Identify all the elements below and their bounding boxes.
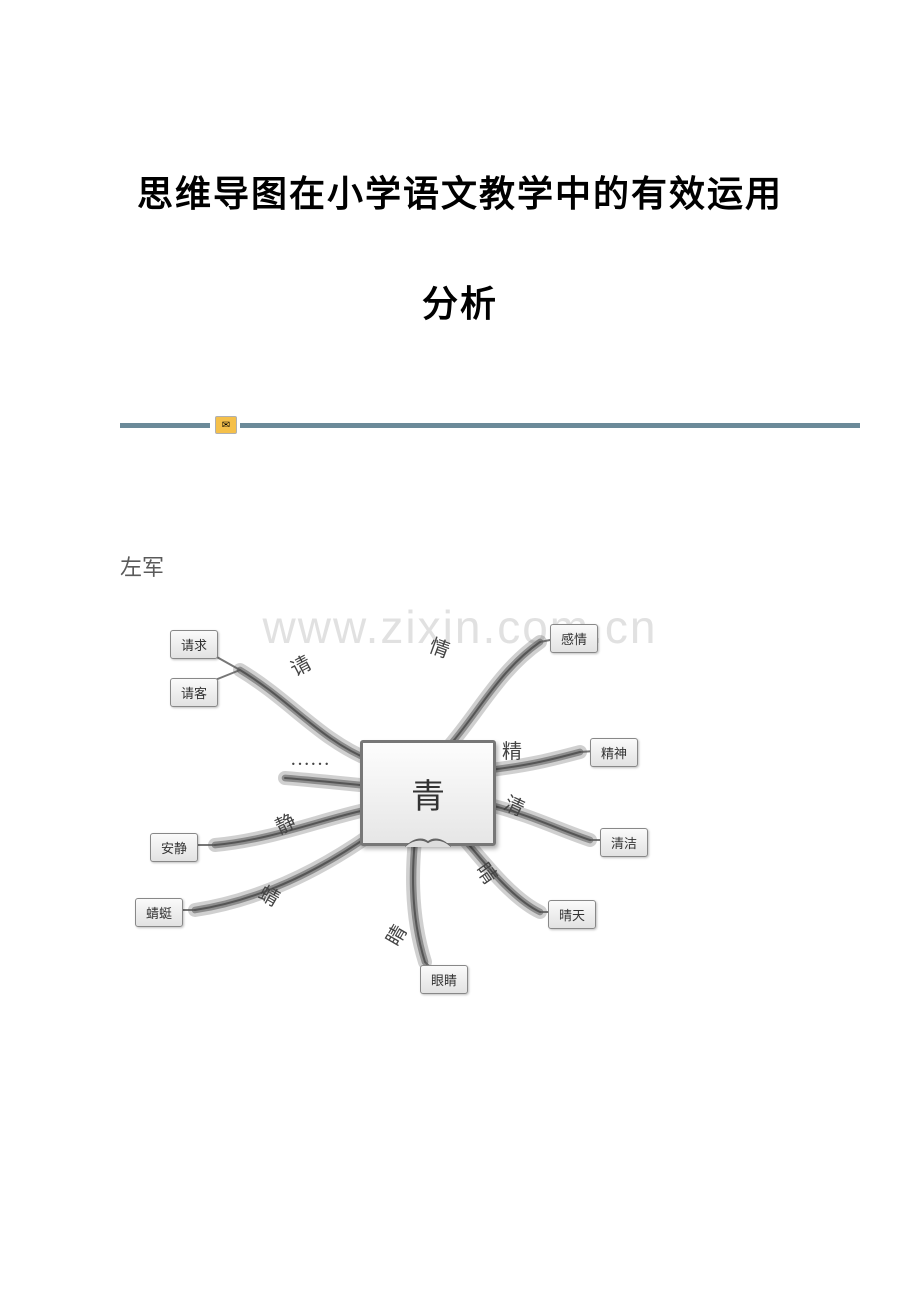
divider: ✉ — [120, 420, 860, 430]
mindmap-center-node: 青 — [360, 740, 496, 846]
mindmap-leaf-node: 安静 — [150, 833, 198, 862]
mindmap-center-char: 青 — [411, 769, 445, 818]
mindmap-leaf-node: 请客 — [170, 678, 218, 707]
page-title-line1: 思维导图在小学语文教学中的有效运用 — [0, 165, 920, 217]
page: 思维导图在小学语文教学中的有效运用 分析 ✉ 左军 www.zixin.com.… — [0, 0, 920, 1302]
page-title-line2: 分析 — [0, 275, 920, 327]
divider-segment — [120, 423, 210, 428]
divider-segment — [240, 423, 860, 428]
mindmap-leaf-node: 眼睛 — [420, 965, 468, 994]
mindmap-leaf-node: 蜻蜓 — [135, 898, 183, 927]
author-name: 左军 — [120, 550, 164, 582]
book-icon — [403, 829, 453, 849]
mindmap-branch-label: 精 — [502, 735, 522, 764]
mindmap-branch-label: …… — [290, 748, 330, 771]
mindmap-leaf-node: 精神 — [590, 738, 638, 767]
mindmap-leaf-node: 晴天 — [548, 900, 596, 929]
divider-badge-icon: ✉ — [215, 416, 237, 434]
mindmap-leaf-node: 感情 — [550, 624, 598, 653]
mindmap-leaf-node: 请求 — [170, 630, 218, 659]
mindmap-diagram: 青 请请求请客情感情精精神清清洁晴晴天睛眼睛蜻蜻蜓静安静…… — [120, 590, 720, 1010]
mindmap-leaf-node: 清洁 — [600, 828, 648, 857]
